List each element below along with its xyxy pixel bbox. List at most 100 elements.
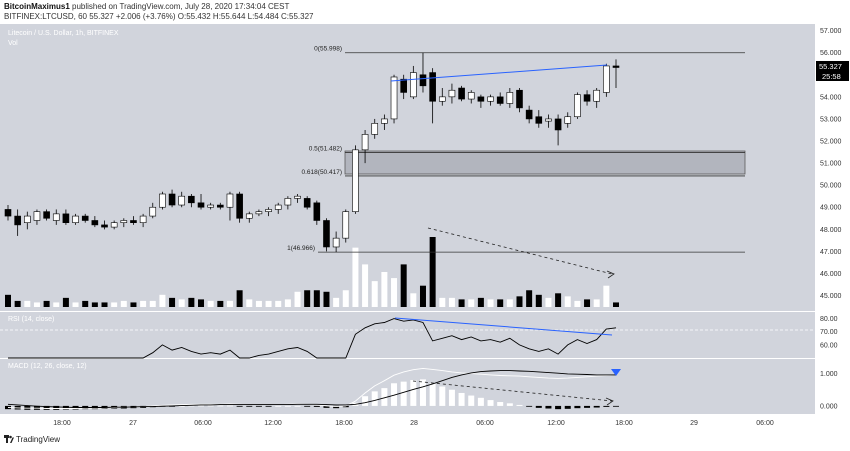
candle-body <box>545 118 552 122</box>
volume-bar <box>391 278 398 307</box>
macd-histogram-bar <box>284 405 291 407</box>
macd-histogram-bar <box>593 405 600 408</box>
candle-body <box>496 96 504 104</box>
candle-body <box>236 193 243 219</box>
candle-body <box>217 204 224 208</box>
macd-histogram-bar <box>603 405 610 407</box>
rsi-axis[interactable]: 80.00 70.00 60.00 <box>820 316 838 349</box>
volume-bar <box>14 300 21 307</box>
candle-body <box>603 65 610 93</box>
rsi-tick-label: 70.00 <box>820 329 838 336</box>
candle-body <box>313 202 321 221</box>
candle-body <box>274 204 282 210</box>
candle-body <box>332 237 340 248</box>
rsi-line <box>8 318 617 359</box>
macd-histogram-bar <box>535 405 542 408</box>
macd-histogram-bar <box>613 405 619 407</box>
rsi-divergence-line <box>394 317 613 336</box>
macd-histogram-bar <box>362 396 369 406</box>
candle-body <box>62 213 70 223</box>
candle-body <box>255 211 263 215</box>
brand-footer[interactable]: TradingView <box>4 435 60 444</box>
volume-bar <box>362 264 369 307</box>
fib-level-label: 0.618(50.417) <box>302 169 342 176</box>
candle-body <box>400 78 407 93</box>
volume-bar <box>159 294 166 307</box>
candle-body <box>516 89 523 109</box>
time-tick-label: 29 <box>690 420 698 427</box>
candle-body <box>583 94 591 102</box>
countdown-tag <box>816 71 849 81</box>
tradingview-logo-icon <box>4 435 14 443</box>
macd-histogram-bar <box>574 405 581 409</box>
fib-level-label: 0(55.998) <box>314 46 342 53</box>
candlesticks <box>4 52 620 253</box>
arrow-head-icon <box>606 270 615 279</box>
resistance-trendline <box>390 64 608 82</box>
candle-body <box>188 195 195 204</box>
macd-tick-label: 0.000 <box>820 403 838 410</box>
volume-bar <box>53 302 60 307</box>
macd-histogram-bar <box>304 405 311 407</box>
volume-bar <box>555 293 562 307</box>
candle-body <box>168 193 176 206</box>
volume-bar <box>613 302 619 307</box>
macd-histogram-bar <box>275 405 282 407</box>
candle-body <box>448 89 456 98</box>
volume-bar <box>574 300 581 307</box>
price-tick-label: 47.000 <box>820 249 842 256</box>
macd-histogram-bar <box>448 389 455 406</box>
candle-body <box>24 215 31 223</box>
volume-bar <box>120 300 127 307</box>
fib-level-label: 0.5(51.482) <box>309 145 342 152</box>
candle-body <box>139 215 147 223</box>
countdown-tag-value: 25:58 <box>822 72 841 81</box>
author-name[interactable]: BitcoinMaximus1 <box>4 2 70 11</box>
time-axis[interactable]: 18:00 27 06:00 12:00 18:00 28 06:00 12:00 18:00 2… <box>53 420 774 427</box>
macd-histogram-bar <box>217 405 224 407</box>
volume-bar <box>497 299 504 307</box>
price-tick-label: 51.000 <box>820 161 842 168</box>
candle-body <box>371 123 379 135</box>
time-axis-bg <box>0 414 850 451</box>
rsi-series-line <box>8 318 617 359</box>
candle-body <box>245 213 253 219</box>
volume-bar <box>429 237 436 307</box>
macd-axis[interactable]: 1.000 0.000 <box>820 371 838 410</box>
volume-bar <box>333 297 340 307</box>
ohlc-line: BITFINEX:LTCUSD, 60 55.327 +2.006 (+3.76… <box>4 12 313 21</box>
volume-bar <box>140 300 147 307</box>
macd-histogram-bar <box>506 403 513 406</box>
volume-bar <box>33 302 40 307</box>
volume-bar <box>593 299 600 307</box>
candle-body <box>419 74 427 87</box>
volume-bar <box>603 285 610 307</box>
candle-body <box>352 149 359 212</box>
macd-histogram-bar <box>294 405 301 407</box>
close-value: 55.327 <box>289 12 314 21</box>
candle-body <box>4 209 12 217</box>
volume-bar <box>5 294 11 307</box>
volume-bar <box>169 297 176 307</box>
macd-histogram-bar <box>255 405 262 407</box>
low-label: L: <box>247 12 255 21</box>
volume-bar <box>226 300 233 307</box>
open-label: O: <box>177 12 187 21</box>
chart-header: BitcoinMaximus1 published on TradingView… <box>0 0 850 24</box>
candle-body <box>81 215 89 221</box>
volume-bar <box>111 302 118 307</box>
candle-body <box>130 220 137 223</box>
time-tick-label: 18:00 <box>615 420 633 427</box>
macd-histogram-bar <box>429 383 436 406</box>
volume-bar <box>91 302 98 307</box>
candle-body <box>33 211 41 221</box>
candle-body <box>110 222 118 228</box>
candle-body <box>593 89 600 102</box>
fibonacci-levels: 0(55.998) 0.5(51.482) 0.618(50.417) 1(46.96… <box>287 46 745 253</box>
volume-bar <box>342 290 349 307</box>
candle-body <box>381 118 388 124</box>
price-axis[interactable]: 57.00056.00055.00054.00053.00052.00051.0… <box>820 28 842 300</box>
price-tick-label: 52.000 <box>820 139 842 146</box>
volume-bar <box>207 300 214 307</box>
tradingview-chart[interactable]: 0(55.998) 0.5(51.482) 0.618(50.417) 1(46.96… <box>0 24 850 451</box>
